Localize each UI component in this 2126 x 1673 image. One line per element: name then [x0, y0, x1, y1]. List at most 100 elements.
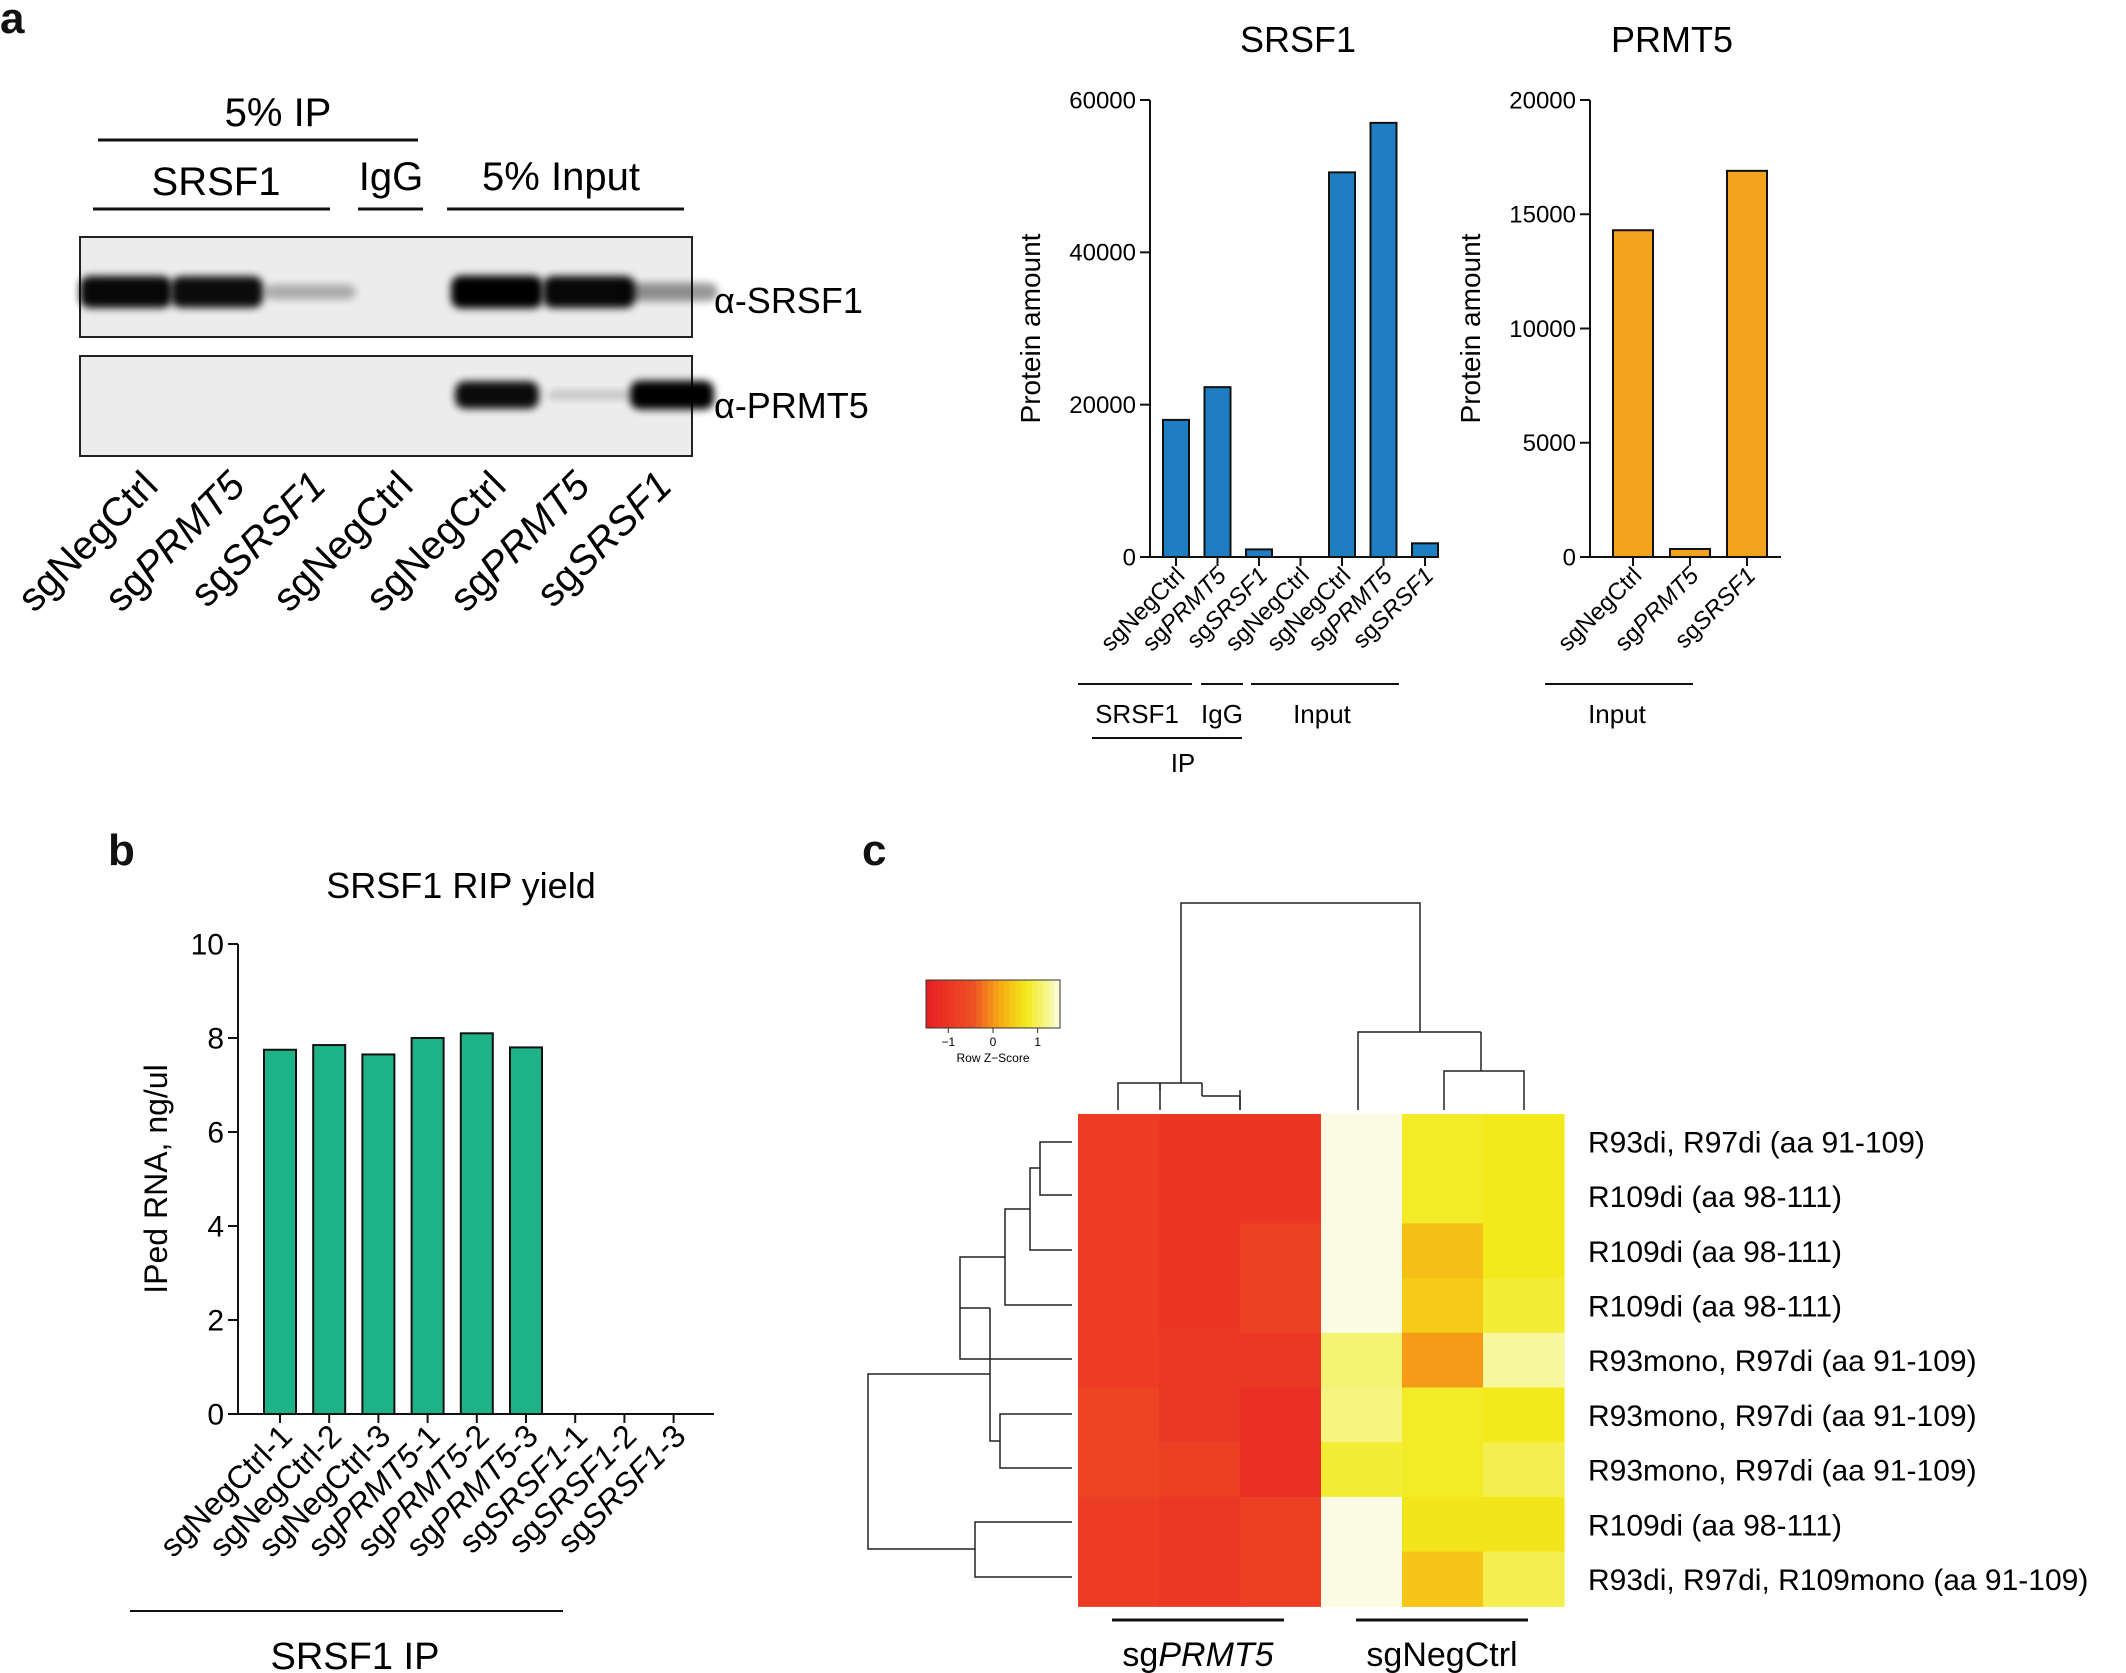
heatmap-column-dendrogram [1117, 902, 1525, 1110]
heatmap-cell [1078, 1278, 1160, 1334]
blot-group-input-label: 5% Input [482, 155, 640, 199]
y-tick-label: 8 [207, 1023, 224, 1056]
row-dendro-branch [999, 1413, 1072, 1469]
y-tick-label: 20000 [1069, 392, 1136, 419]
heatmap-cell [1321, 1332, 1403, 1389]
heatmap-cell [1321, 1223, 1403, 1279]
heatmap-cell [1402, 1223, 1484, 1279]
heatmap-row-label: R93di, R97di (aa 91-109) [1588, 1126, 1925, 1159]
panel-letter-b: b [108, 826, 135, 875]
color-key-swatch [976, 980, 983, 1028]
color-key-swatch [1043, 980, 1050, 1028]
color-key-swatch [1004, 980, 1011, 1028]
heatmap-cell [1240, 1496, 1322, 1553]
blot-row-label-srsf1: α-SRSF1 [714, 280, 863, 321]
color-key-swatch [981, 980, 988, 1028]
blot-band-srsf1 [451, 275, 543, 309]
heatmap-cell [1483, 1168, 1565, 1224]
color-key-swatch [1026, 980, 1033, 1028]
heatmap-cell [1321, 1168, 1403, 1224]
blot-band-srsf1 [171, 276, 263, 308]
heatmap-cell [1159, 1278, 1241, 1334]
bar [459, 1032, 494, 1416]
heatmap-cell [1402, 1332, 1484, 1389]
western-blot: 5% IP SRSF1 IgG 5% Input α-SRSF1 α-PRMT5… [9, 91, 868, 620]
heatmap-cell [1402, 1278, 1484, 1334]
panel-letter-a: a [0, 0, 25, 43]
col-dendro-branch [1443, 1070, 1525, 1110]
blot-band-srsf1 [80, 275, 172, 309]
col-dendro-branch [1357, 1031, 1481, 1110]
heatmap-cell [1402, 1114, 1484, 1170]
group-label: Input [1588, 699, 1647, 729]
bar [1411, 542, 1439, 558]
heatmap-cell [1240, 1114, 1322, 1170]
y-tick-label: 0 [1123, 544, 1136, 571]
heatmap-cell [1483, 1223, 1565, 1279]
heatmap-row-label: R109di (aa 98-111) [1588, 1181, 1842, 1214]
heatmap-cell [1402, 1496, 1484, 1553]
row-dendro-branch [1029, 1167, 1072, 1251]
bar [410, 1037, 445, 1415]
heatmap-cell [1078, 1332, 1160, 1389]
color-key-swatch [937, 980, 944, 1028]
row-dendro-branch [1039, 1141, 1072, 1196]
y-axis-label: Protein amount [1015, 233, 1046, 423]
color-key-swatch [965, 980, 972, 1028]
y-axis-label: IPed RNA, ng/ul [138, 1064, 174, 1293]
row-dendro-root [867, 1373, 990, 1550]
heatmap-row-label: R93di, R97di, R109mono (aa 91-109) [1588, 1564, 2088, 1597]
blot-group-srsf1-label: SRSF1 [152, 160, 281, 204]
color-key-swatch [1032, 980, 1039, 1028]
y-tick-label: 0 [1563, 544, 1576, 571]
y-axis-label: Protein amount [1455, 233, 1486, 423]
y-tick-label: 2 [207, 1305, 224, 1338]
heatmap-row-label: R93mono, R97di (aa 91-109) [1588, 1400, 1977, 1433]
heatmap-col-group-label-prefix: sg [1122, 1636, 1158, 1673]
heatmap-col-group-label: sgPRMT5 [1122, 1636, 1273, 1673]
y-tick-label: 6 [207, 1117, 224, 1150]
color-key-swatch [953, 980, 960, 1028]
bar [361, 1053, 396, 1415]
col-dendro-branch [1117, 1082, 1202, 1110]
col-dendro-root [1180, 902, 1421, 1083]
blot-band-prmt5 [547, 390, 631, 400]
color-key-tick-label: 0 [990, 1035, 997, 1049]
blot-group-igg-label: IgG [359, 155, 423, 199]
row-dendro-branch [960, 1307, 1000, 1442]
color-key-swatch [1015, 980, 1022, 1028]
bar [1162, 418, 1190, 558]
y-tick-label: 60000 [1069, 87, 1136, 114]
chart-title: PRMT5 [1611, 19, 1733, 60]
heatmap-cell [1321, 1551, 1403, 1607]
heatmap-cell [1240, 1278, 1322, 1334]
heatmap-cell [1159, 1442, 1241, 1498]
heatmap-cell [1078, 1223, 1160, 1279]
panel-letter-c: c [862, 826, 887, 875]
color-key-tick-label: 1 [1034, 1035, 1041, 1049]
heatmap-cell [1483, 1496, 1565, 1553]
heatmap-row-label: R93mono, R97di (aa 91-109) [1588, 1345, 1977, 1378]
heatmap-row-label: R109di (aa 98-111) [1588, 1509, 1842, 1542]
heatmap-cell [1321, 1442, 1403, 1498]
color-key-swatch [948, 980, 955, 1028]
color-key-swatch [926, 980, 933, 1028]
heatmap-cell [1240, 1387, 1322, 1443]
y-tick-label: 5000 [1523, 430, 1576, 457]
group-label: IgG [1201, 699, 1243, 729]
blot-band-srsf1 [543, 275, 635, 309]
heatmap-cell [1240, 1551, 1322, 1607]
y-tick-label: 4 [207, 1211, 224, 1244]
color-key-swatch [942, 980, 949, 1028]
heatmap-col-group-label-gene: NegCtrl [1402, 1636, 1517, 1673]
group-label: IP [1171, 748, 1196, 778]
y-tick-label: 40000 [1069, 240, 1136, 267]
color-key-swatch [959, 980, 966, 1028]
heatmap-cell [1402, 1442, 1484, 1498]
heatmap-cell [1078, 1387, 1160, 1443]
heatmap-cell [1483, 1551, 1565, 1607]
bar [1726, 169, 1768, 559]
bar [1328, 171, 1356, 558]
